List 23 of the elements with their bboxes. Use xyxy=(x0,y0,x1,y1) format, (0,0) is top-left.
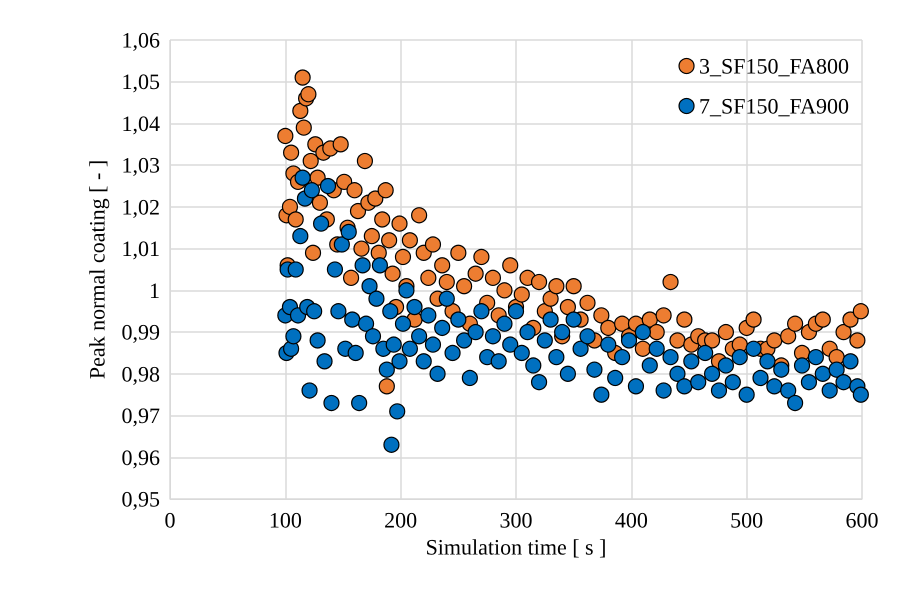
x-tick-label: 300 xyxy=(500,508,532,532)
y-tick-label: 1,05 xyxy=(122,69,160,94)
x-axis-title: Simulation time [ s ] xyxy=(426,534,606,560)
y-tick-label: 0,96 xyxy=(122,444,160,470)
y-tick-label: 1,06 xyxy=(122,28,160,52)
legend-label: 3_SF150_FA800 xyxy=(699,54,850,78)
x-tick-label: 600 xyxy=(846,508,878,532)
x-tick-label: 0 xyxy=(164,508,176,532)
y-tick-label: 0,97 xyxy=(122,403,160,428)
x-tick-label: 500 xyxy=(730,508,764,532)
y-tick-label: 1,01 xyxy=(122,236,160,262)
y-tick-label: 1 xyxy=(149,278,160,303)
legend-label: 7_SF150_FA900 xyxy=(699,94,850,118)
y-tick-label: 0,95 xyxy=(122,486,160,512)
y-tick-label: 1,03 xyxy=(122,152,160,178)
y-axis-title: Peak normal coating [ - ] xyxy=(84,160,110,380)
y-tick-label: 1,04 xyxy=(122,110,160,136)
y-tick-label: 0,99 xyxy=(122,320,160,345)
x-tick-label: 400 xyxy=(614,508,648,532)
x-tick-label: 200 xyxy=(384,508,418,532)
y-tick-label: 1,02 xyxy=(122,194,160,220)
x-tick-label: 100 xyxy=(268,508,302,532)
y-tick-label: 0,98 xyxy=(122,361,160,386)
